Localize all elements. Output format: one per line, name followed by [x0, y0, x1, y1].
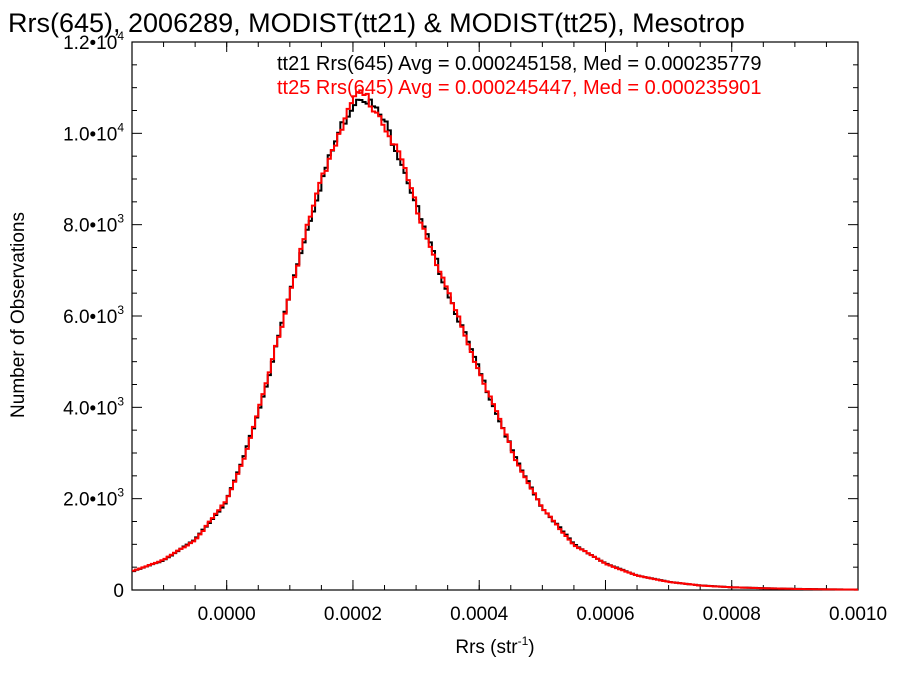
- plot-border: [131, 41, 859, 591]
- x-tick-label: 0.0010: [829, 604, 887, 625]
- series-layer: [132, 89, 858, 591]
- x-axis: 0.0000 0.0002 0.0004 0.0006 0.0008 0.0010: [163, 42, 887, 625]
- legend-annotation-2: tt25 Rrs(645) Avg = 0.000245447, Med = 0…: [277, 77, 761, 99]
- legend-annotations: tt21 Rrs(645) Avg = 0.000245158, Med = 0…: [277, 53, 761, 99]
- y-axis: 0 2.0•103 4.0•103 6.0•103 8.0•103 1.0•104 1.2•…: [63, 29, 858, 602]
- y-tick-label: 6.0•103: [63, 303, 124, 328]
- x-axis-label-superscript: -1: [518, 634, 529, 648]
- histogram-series-2: [132, 89, 858, 591]
- y-tick-label: 0: [113, 581, 124, 602]
- x-tick-label: 0.0008: [703, 604, 761, 625]
- y-axis-label: Number of Observations: [8, 212, 29, 418]
- plot-frame: [131, 41, 859, 591]
- y-tick-label: 8.0•103: [63, 212, 124, 237]
- x-tick-label: 0.0004: [450, 604, 509, 625]
- x-tick-label: 0.0000: [198, 604, 256, 625]
- legend-annotation-1: tt21 Rrs(645) Avg = 0.000245158, Med = 0…: [277, 53, 761, 75]
- y-tick-label: 1.2•104: [63, 29, 124, 54]
- chart-title: Rrs(645), 2006289, MODIST(tt21) & MODIST…: [8, 8, 745, 38]
- histogram-series-1: [132, 98, 858, 591]
- y-tick-label: 4.0•103: [63, 394, 124, 419]
- x-tick-label: 0.0002: [324, 604, 382, 625]
- y-tick-label: 1.0•104: [63, 120, 124, 145]
- x-axis-label: Rrs (str-1): [455, 634, 534, 658]
- y-tick-label: 2.0•103: [63, 486, 124, 511]
- x-tick-label: 0.0006: [576, 604, 634, 625]
